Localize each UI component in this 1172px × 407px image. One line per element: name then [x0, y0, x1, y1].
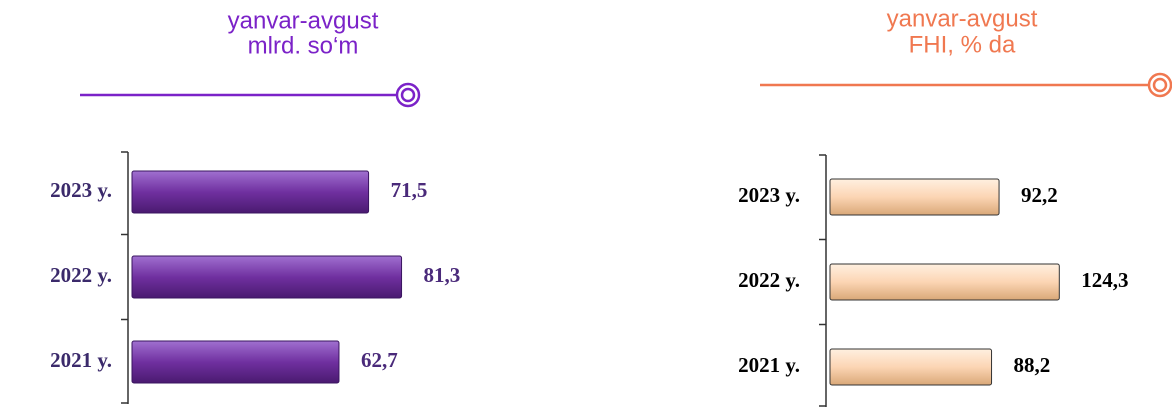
- header-ring: [1152, 77, 1168, 93]
- category-label: 2021 y.: [50, 348, 112, 372]
- bar: [829, 263, 1060, 301]
- category-label: 2021 y.: [738, 353, 800, 377]
- bar: [131, 170, 370, 214]
- value-label: 88,2: [1014, 353, 1051, 377]
- chart-subtitle: FHI, % da: [909, 31, 1016, 58]
- chart-subtitle: mlrd. so‘m: [248, 32, 359, 59]
- chart-title: yanvar-avgust: [887, 5, 1038, 32]
- bar: [131, 255, 403, 299]
- header-ring: [395, 82, 421, 108]
- bar: [829, 348, 993, 386]
- category-label: 2023 y.: [50, 178, 112, 202]
- category-label: 2023 y.: [738, 183, 800, 207]
- value-label: 71,5: [391, 178, 428, 202]
- bar: [131, 340, 340, 384]
- value-label: 62,7: [361, 348, 398, 372]
- category-label: 2022 y.: [50, 263, 112, 287]
- chart-title: yanvar-avgust: [228, 7, 379, 34]
- value-label: 92,2: [1021, 183, 1058, 207]
- value-label: 124,3: [1081, 268, 1128, 292]
- header-ring: [1147, 72, 1172, 98]
- value-label: 81,3: [424, 263, 461, 287]
- bar: [829, 178, 1000, 216]
- category-label: 2022 y.: [738, 268, 800, 292]
- header-ring: [400, 87, 416, 103]
